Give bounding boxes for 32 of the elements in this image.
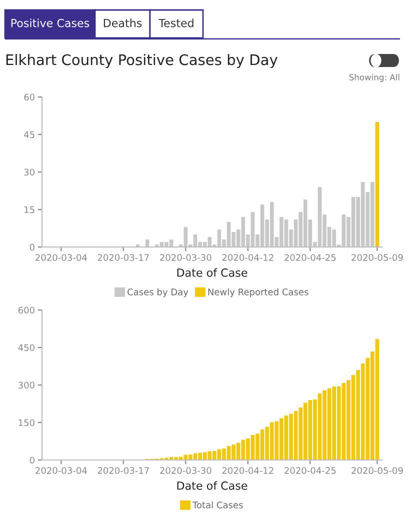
x-tick-label: 2020-04-25 <box>284 254 336 261</box>
y-tick-label: 150 <box>18 419 34 426</box>
y-tick-label: 0 <box>30 456 34 464</box>
x-tick-label: 2020-03-17 <box>98 254 149 261</box>
text: Showing: All <box>349 74 400 82</box>
y-tick-label: 60 <box>24 94 34 101</box>
x-tick-label: 2020-04-25 <box>284 467 336 474</box>
y-tick-label: 300 <box>18 382 34 389</box>
x-axis-title: Date of Case <box>177 481 248 490</box>
x-tick-label: 2020-03-30 <box>160 254 212 261</box>
legend-label: Cases by Day <box>128 288 188 298</box>
text: Deaths <box>104 18 142 28</box>
x-axis-title: Date of Case <box>177 268 248 277</box>
x-tick-label: 2020-05-09 <box>352 467 403 474</box>
y-tick-label: 0 <box>30 244 34 251</box>
y-tick-label: 450 <box>18 344 34 352</box>
text: Tested <box>158 18 194 28</box>
chart-title: Elkhart County Positive Cases by Day <box>6 54 278 68</box>
y-tick-label: 600 <box>18 306 34 314</box>
x-tick-label: 2020-03-04 <box>36 467 87 474</box>
x-tick-label: 2020-03-30 <box>160 467 212 474</box>
x-tick-label: 2020-03-17 <box>98 467 149 474</box>
x-tick-label: 2020-03-04 <box>36 254 87 261</box>
y-tick-label: 15 <box>24 206 34 214</box>
x-tick-label: 2020-04-12 <box>222 467 274 474</box>
x-tick-label: 2020-05-09 <box>352 254 403 261</box>
text: Positive Cases <box>11 18 90 28</box>
x-tick-label: 2020-04-12 <box>222 254 274 261</box>
y-tick-label: 30 <box>24 168 34 176</box>
legend-label: Total Cases <box>192 501 243 508</box>
legend-label: Newly Reported Cases <box>208 288 308 298</box>
y-tick-label: 45 <box>24 131 34 138</box>
